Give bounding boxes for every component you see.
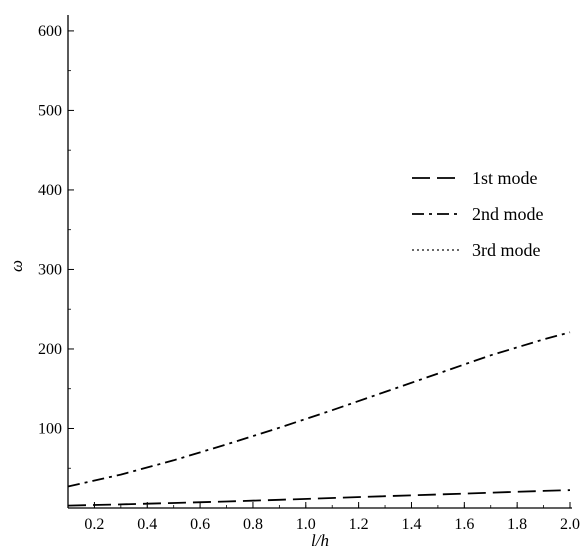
- y-tick-label: 400: [38, 182, 62, 199]
- y-tick-label: 300: [38, 261, 62, 278]
- x-ticks: 0.2 0.4 0.6 0.8 1.0 1.2 1.4 1.6 1.8 2.0: [67, 502, 580, 533]
- x-tick-label: 1.8: [507, 516, 527, 533]
- legend-label: 1st mode: [472, 168, 538, 188]
- x-tick-label: 1.4: [401, 516, 421, 533]
- legend-label: 3rd mode: [472, 240, 540, 260]
- x-tick-label: 0.2: [84, 516, 104, 533]
- y-tick-label: 100: [38, 420, 62, 437]
- series-layer: [67, 331, 571, 507]
- x-tick-label: 0.4: [137, 516, 157, 533]
- x-tick-label: 0.8: [243, 516, 263, 533]
- y-ticks: 100 200 300 400 500 600: [38, 23, 74, 469]
- legend-label: 2nd mode: [472, 204, 544, 224]
- y-tick-label: 500: [38, 102, 62, 119]
- y-tick-label: 200: [38, 341, 62, 358]
- x-tick-label: 1.6: [454, 516, 474, 533]
- legend: 1st mode 2nd mode 3rd mode: [412, 168, 544, 260]
- x-tick-label: 1.0: [296, 516, 316, 533]
- x-axis-label: l/h: [311, 531, 329, 550]
- plot-area: [67, 15, 572, 509]
- x-tick-label: 2.0: [560, 516, 580, 533]
- series-line: [67, 331, 571, 488]
- series-line: [67, 489, 571, 507]
- y-axis-label: ω: [7, 260, 26, 272]
- y-tick-label: 600: [38, 23, 62, 40]
- x-tick-label: 1.2: [349, 516, 369, 533]
- x-tick-label: 0.6: [190, 516, 210, 533]
